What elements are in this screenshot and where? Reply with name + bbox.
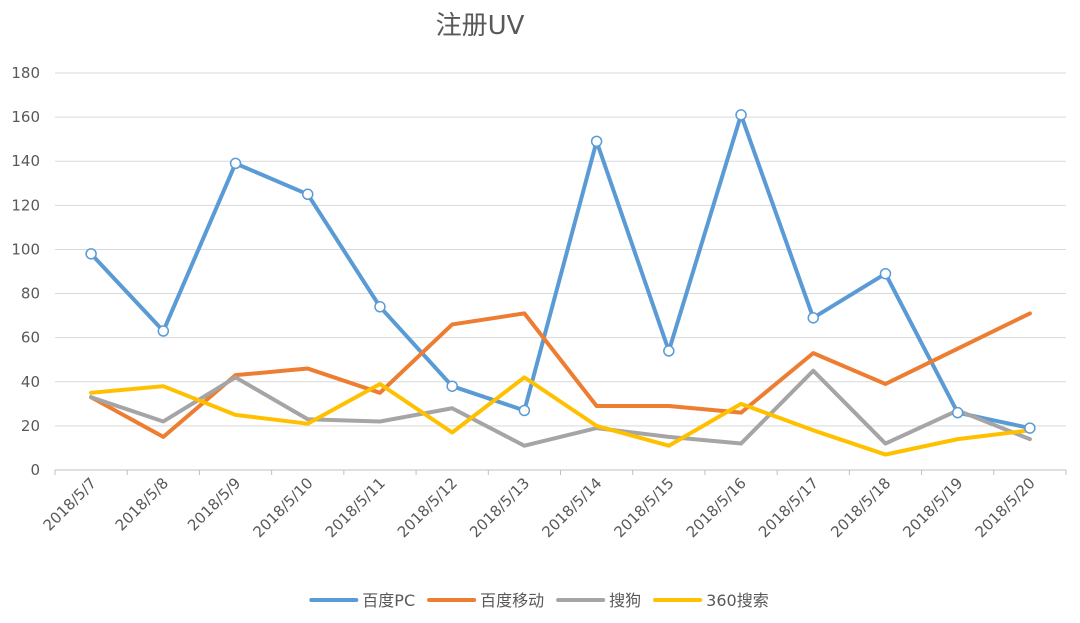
- x-tick-label: 2018/5/19: [899, 474, 966, 541]
- y-tick-label: 140: [11, 152, 40, 170]
- series-3: [89, 368, 1032, 448]
- chart-title: 注册UV: [436, 11, 525, 41]
- x-tick-label: 2018/5/16: [683, 474, 750, 541]
- x-tick-label: 2018/5/17: [755, 474, 822, 541]
- gridlines: [55, 72, 1066, 471]
- legend-label: 百度PC: [362, 591, 415, 610]
- series-line: [89, 311, 1032, 439]
- x-axis-ticks: 2018/5/7 2018/5/8 2018/5/9 2018/5/10 2018/5/…: [40, 470, 1067, 541]
- legend-item: 百度移动: [427, 591, 544, 610]
- series-line: [89, 375, 1032, 457]
- legend-item: 搜狗: [556, 591, 641, 610]
- series-1-markers: [85, 109, 1036, 434]
- x-tick-label: 2018/5/9: [184, 474, 244, 534]
- y-tick-label: 0: [30, 461, 40, 479]
- legend-item: 百度PC: [309, 591, 415, 610]
- x-tick-label: 2018/5/7: [40, 474, 100, 534]
- data-point: [446, 380, 458, 392]
- data-point: [879, 267, 892, 280]
- y-axis-ticks: 0 20 40 60 80 100 120 140 160 180: [11, 64, 40, 479]
- x-tick-label: 2018/5/12: [394, 474, 461, 541]
- data-point: [1024, 422, 1036, 434]
- legend: 百度PC 百度移动 搜狗 360搜索: [309, 591, 769, 610]
- data-point: [229, 157, 242, 170]
- series-line: [89, 368, 1032, 448]
- y-tick-label: 20: [21, 417, 40, 435]
- series-lines: [85, 109, 1036, 457]
- data-point: [374, 301, 386, 313]
- y-tick-label: 40: [21, 373, 40, 391]
- data-point: [518, 404, 531, 417]
- data-point: [735, 109, 747, 121]
- x-tick-label: 2018/5/13: [466, 474, 533, 541]
- y-tick-label: 120: [11, 196, 40, 214]
- x-tick-label: 2018/5/10: [249, 474, 316, 541]
- legend-label: 百度移动: [480, 591, 544, 610]
- series-4: [89, 375, 1032, 457]
- data-point: [951, 406, 964, 419]
- y-tick-label: 100: [11, 240, 40, 258]
- series-line: [89, 112, 1032, 431]
- x-tick-label: 2018/5/14: [538, 474, 605, 541]
- y-tick-label: 180: [11, 64, 40, 82]
- legend-label: 360搜索: [706, 591, 769, 610]
- x-tick-label: 2018/5/20: [972, 474, 1039, 541]
- data-point: [157, 325, 170, 337]
- series-1: [89, 112, 1032, 431]
- y-tick-label: 160: [11, 108, 40, 126]
- legend-item: 360搜索: [653, 591, 769, 610]
- data-point: [807, 312, 819, 324]
- y-tick-label: 80: [21, 285, 40, 303]
- x-tick-label: 2018/5/8: [112, 474, 172, 534]
- data-point: [590, 135, 603, 148]
- series-2: [89, 311, 1032, 439]
- legend-label: 搜狗: [609, 591, 641, 610]
- data-point: [663, 345, 675, 357]
- x-tick-label: 2018/5/18: [827, 474, 894, 541]
- data-point: [302, 188, 314, 201]
- x-tick-label: 2018/5/11: [322, 474, 389, 541]
- data-point: [85, 248, 97, 260]
- x-tick-label: 2018/5/15: [611, 474, 678, 541]
- y-tick-label: 60: [21, 329, 40, 347]
